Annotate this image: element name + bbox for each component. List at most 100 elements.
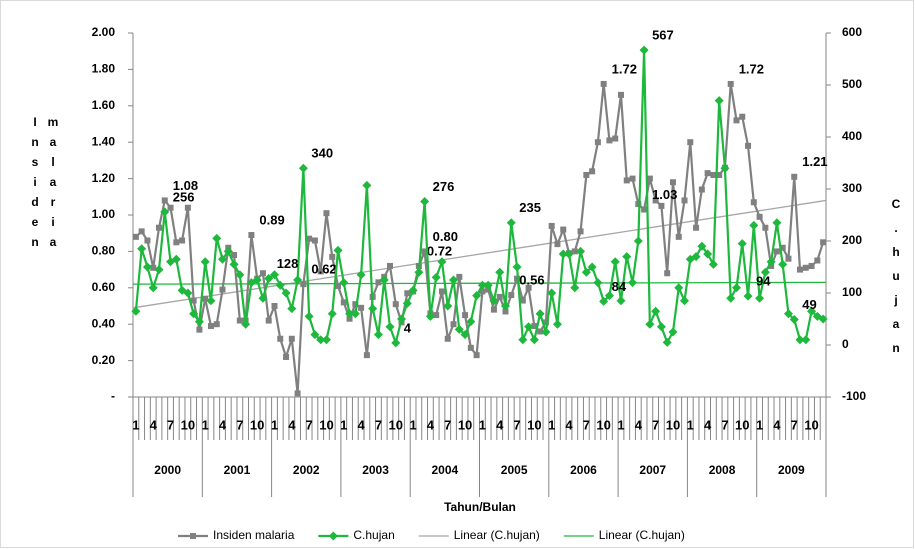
point — [820, 239, 827, 246]
x-group-label: 2005 — [501, 463, 528, 477]
point — [612, 135, 619, 142]
point — [316, 335, 326, 345]
data-label: 0.56 — [519, 273, 544, 288]
x-tick-label: 4 — [565, 417, 573, 432]
point — [408, 285, 418, 295]
point — [207, 323, 214, 330]
point — [154, 265, 164, 275]
point — [495, 267, 505, 277]
point — [356, 270, 366, 280]
data-label: 4 — [404, 320, 412, 335]
point — [791, 173, 798, 180]
point — [202, 295, 209, 302]
legend-marker — [328, 531, 338, 541]
point — [310, 330, 320, 340]
x-tick-label: 10 — [735, 417, 749, 432]
point — [311, 237, 318, 244]
point — [727, 80, 734, 87]
x-tick-label: 7 — [375, 417, 382, 432]
x-tick-label: 1 — [271, 417, 278, 432]
point — [288, 335, 295, 342]
y-tick-label: 2.00 — [92, 25, 116, 39]
point — [772, 218, 782, 228]
point — [674, 283, 684, 293]
x-tick-label: 7 — [306, 417, 313, 432]
point — [726, 293, 736, 303]
point — [610, 257, 620, 267]
x-tick-label: 10 — [596, 417, 610, 432]
point — [629, 175, 636, 182]
point — [691, 252, 701, 262]
point — [131, 306, 141, 316]
point — [350, 309, 360, 319]
point — [668, 327, 678, 337]
point — [669, 179, 676, 186]
point — [200, 257, 210, 267]
point — [385, 322, 395, 332]
point — [231, 252, 238, 259]
point — [635, 201, 642, 208]
point — [606, 137, 613, 144]
point — [391, 338, 401, 348]
x-tick-label: 1 — [409, 417, 416, 432]
point — [554, 241, 561, 248]
point — [542, 319, 549, 326]
point — [599, 296, 609, 306]
legend-label: Insiden malaria — [213, 528, 295, 542]
point — [179, 237, 186, 244]
point — [160, 207, 170, 217]
point — [760, 267, 770, 277]
data-label: 0.72 — [427, 243, 452, 258]
data-label: 0.62 — [311, 262, 336, 277]
point — [600, 80, 607, 87]
x-tick-label: 1 — [202, 417, 209, 432]
point — [269, 270, 279, 280]
point — [173, 239, 180, 246]
x-group-label: 2006 — [570, 463, 597, 477]
point — [300, 281, 307, 288]
point — [339, 278, 349, 288]
point — [425, 311, 435, 321]
point — [443, 301, 453, 311]
point — [622, 252, 632, 262]
point — [189, 309, 199, 319]
point — [716, 171, 723, 178]
point — [558, 249, 568, 259]
y-tick-label: 0.60 — [92, 280, 116, 294]
point — [529, 335, 539, 345]
point — [519, 297, 526, 304]
point — [720, 163, 730, 173]
point — [693, 224, 700, 231]
point — [298, 163, 308, 173]
x-tick-label: 10 — [804, 417, 818, 432]
x-tick-label: 10 — [319, 417, 333, 432]
point — [183, 288, 193, 298]
point — [437, 257, 447, 267]
point — [454, 324, 464, 334]
data-label: 1.21 — [802, 154, 827, 169]
x-group-label: 2001 — [224, 463, 251, 477]
point — [235, 270, 245, 280]
point — [524, 322, 534, 332]
point — [778, 259, 788, 269]
point — [616, 296, 626, 306]
point — [137, 244, 147, 254]
x-tick-label: 4 — [773, 417, 781, 432]
point — [281, 288, 291, 298]
point — [196, 326, 203, 333]
point — [252, 275, 262, 285]
point — [500, 301, 510, 311]
point — [283, 353, 290, 360]
point — [275, 280, 285, 290]
point — [229, 259, 239, 269]
point — [628, 278, 638, 288]
x-tick-label: 10 — [389, 417, 403, 432]
point — [703, 249, 713, 259]
x-tick-label: 10 — [666, 417, 680, 432]
point — [317, 268, 324, 275]
data-label: 235 — [519, 200, 541, 215]
x-tick-label: 1 — [479, 417, 486, 432]
x-tick-label: 7 — [583, 417, 590, 432]
point — [450, 321, 457, 328]
